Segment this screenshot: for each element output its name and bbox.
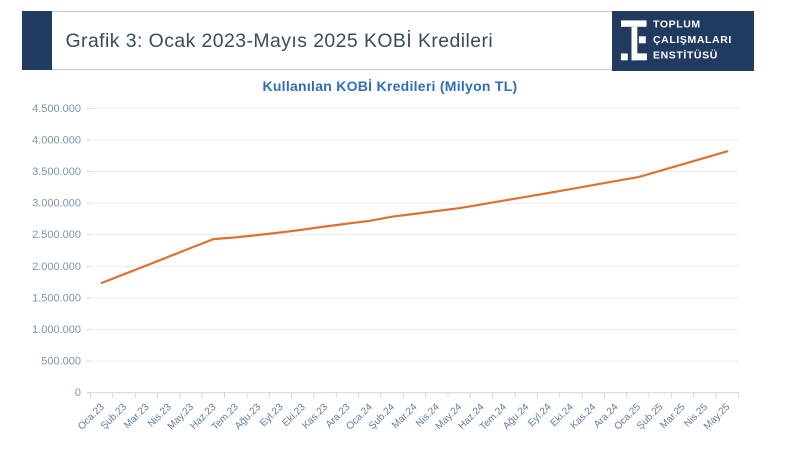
svg-text:3.500.000: 3.500.000: [32, 166, 81, 178]
svg-text:500.000: 500.000: [41, 356, 81, 368]
svg-text:Mar.25: Mar.25: [658, 401, 688, 431]
svg-text:TOPLUM: TOPLUM: [653, 19, 701, 31]
svg-text:Eyl.23: Eyl.23: [258, 401, 286, 429]
svg-text:Ağu.23: Ağu.23: [233, 401, 263, 431]
svg-text:Ağu.24: Ağu.24: [501, 401, 531, 431]
svg-text:2.500.000: 2.500.000: [32, 229, 81, 241]
svg-text:4.000.000: 4.000.000: [32, 135, 81, 147]
svg-text:Kas.24: Kas.24: [569, 401, 599, 431]
svg-text:1.500.000: 1.500.000: [32, 292, 81, 304]
svg-text:Mar.24: Mar.24: [390, 401, 420, 431]
svg-text:2.000.000: 2.000.000: [32, 261, 81, 273]
svg-text:Eyl.24: Eyl.24: [526, 401, 554, 429]
svg-text:Kas.23: Kas.23: [300, 401, 330, 431]
svg-text:0: 0: [75, 387, 81, 399]
svg-text:ENSTİTÜSÜ: ENSTİTÜSÜ: [653, 49, 718, 62]
svg-text:ÇALIŞMALARI: ÇALIŞMALARI: [653, 34, 732, 46]
svg-text:Mar.23: Mar.23: [122, 401, 152, 431]
svg-text:1.000.000: 1.000.000: [32, 324, 81, 336]
svg-text:3.000.000: 3.000.000: [32, 198, 81, 210]
svg-text:4.500.000: 4.500.000: [32, 103, 81, 115]
